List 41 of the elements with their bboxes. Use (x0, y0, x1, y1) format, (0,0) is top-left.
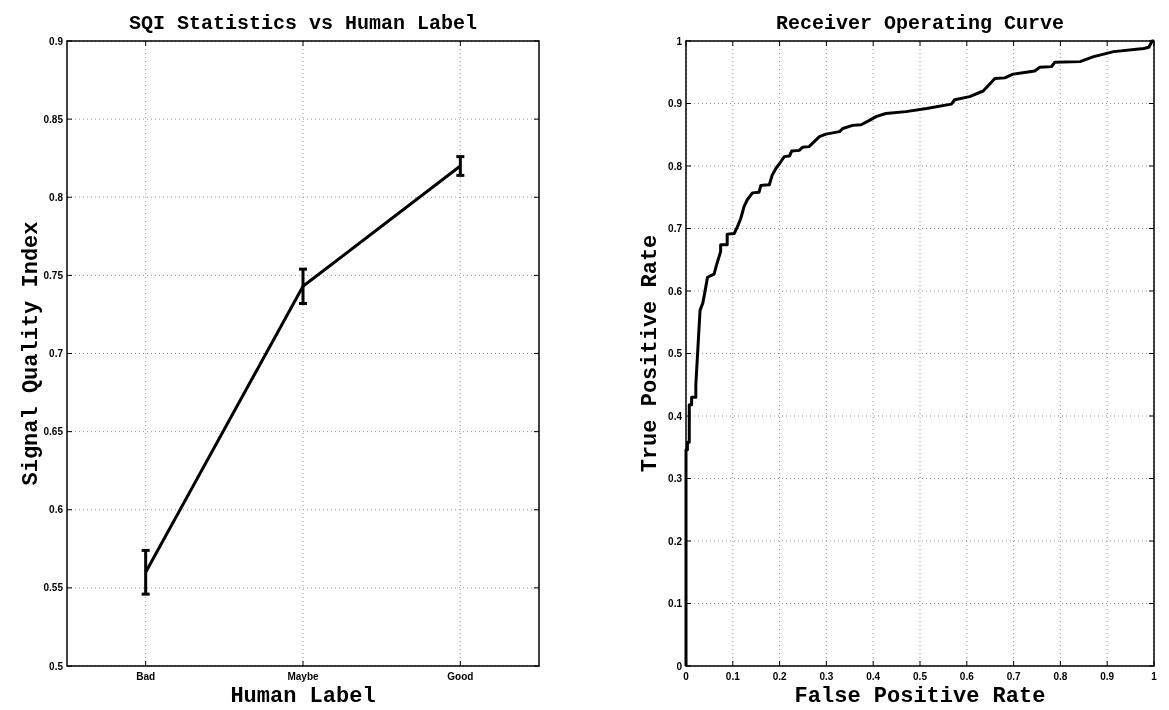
x-tick-label: 0.6 (959, 671, 975, 682)
y-tick-label: 0.9 (49, 35, 64, 47)
x-tick-label: 0 (683, 671, 690, 682)
x-tick-label: Good (447, 671, 474, 682)
y-axis-title: True Positive Rate (638, 234, 663, 473)
y-tick-label: 0.8 (49, 191, 64, 203)
x-tick-label: 0.1 (725, 671, 741, 682)
x-tick-label: 1 (1151, 671, 1158, 682)
y-tick-label: 0.65 (43, 426, 64, 438)
x-tick-label: 0.4 (866, 671, 881, 682)
y-tick-label: 0 (676, 660, 683, 672)
y-tick-label: 0.5 (49, 660, 64, 672)
x-tick-label: 0.3 (819, 671, 834, 682)
y-tick-label: 0.9 (668, 98, 683, 109)
y-tick-label: 0.75 (43, 269, 64, 281)
line-series (684, 39, 1156, 668)
x-tick-label: Bad (136, 671, 156, 682)
y-tick-label: 0.5 (668, 348, 683, 359)
y-tick-label: 0.6 (49, 504, 64, 516)
chart-title: Receiver Operating Curve (775, 12, 1065, 35)
x-tick-label: Maybe (287, 671, 319, 682)
y-tick-label: 0.6 (668, 285, 683, 297)
x-tick-label: 0.2 (772, 671, 787, 682)
y-tick-label: 1 (676, 35, 683, 47)
y-tick-label: 0.85 (43, 113, 64, 125)
x-axis-title: Human Label (230, 684, 376, 709)
y-tick-label: 0.1 (668, 598, 683, 609)
x-tick-label: 0.9 (1100, 671, 1115, 682)
x-tick-label: 0.7 (1006, 671, 1021, 682)
y-tick-label: 0.7 (668, 223, 683, 234)
y-tick-label: 0.55 (43, 582, 64, 594)
y-tick-label: 0.7 (49, 348, 64, 359)
y-tick-label: 0.2 (668, 535, 683, 547)
x-tick-label: 0.8 (1053, 671, 1068, 682)
y-tick-label: 0.8 (668, 160, 683, 172)
y-axis-title: Signal Quality Index (19, 221, 44, 486)
chart-title: SQI Statistics vs Human Label (128, 12, 478, 35)
y-tick-label: 0.3 (668, 473, 683, 484)
x-tick-label: 0.5 (913, 671, 928, 682)
y-tick-label: 0.4 (668, 410, 683, 422)
x-axis-title: False Positive Rate (794, 684, 1046, 709)
